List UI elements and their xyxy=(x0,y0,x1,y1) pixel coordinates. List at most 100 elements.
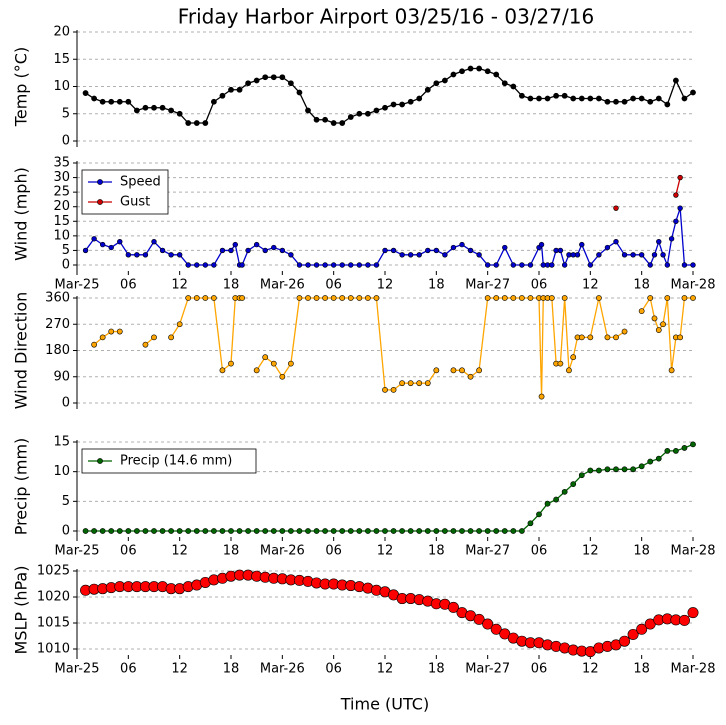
data-point xyxy=(613,98,619,105)
data-point xyxy=(390,386,397,393)
data-point xyxy=(587,467,594,474)
data-point xyxy=(296,89,303,96)
data-point xyxy=(621,328,628,335)
data-point xyxy=(433,247,440,254)
data-point xyxy=(638,308,645,315)
data-point xyxy=(636,623,648,635)
data-point xyxy=(245,247,251,254)
data-point xyxy=(621,466,628,473)
y-axis-label: Precip (mm) xyxy=(12,438,31,536)
y-tick-label: 10 xyxy=(53,228,70,243)
data-point xyxy=(347,114,354,120)
data-point xyxy=(330,120,337,126)
data-point xyxy=(630,95,637,102)
x-tick-label: Mar-25 xyxy=(55,278,100,293)
data-point xyxy=(630,252,636,258)
data-point xyxy=(108,98,115,105)
y-tick-label: 35 xyxy=(53,156,70,171)
data-point xyxy=(518,528,525,534)
data-point xyxy=(655,327,662,333)
x-tick-label: Mar-26 xyxy=(260,662,305,677)
data-point xyxy=(313,528,320,534)
data-point xyxy=(553,92,560,99)
data-point xyxy=(527,520,534,527)
x-tick-label: 18 xyxy=(223,662,240,677)
data-point xyxy=(673,192,679,198)
data-point xyxy=(595,95,602,102)
data-point xyxy=(459,68,465,75)
x-tick-label: 06 xyxy=(531,278,548,293)
chart-title: Friday Harbor Airport 03/25/16 - 03/27/1… xyxy=(178,5,594,29)
data-point xyxy=(681,262,688,268)
y-tick-label: 270 xyxy=(45,317,70,332)
x-tick-label: 06 xyxy=(120,662,137,677)
data-point xyxy=(613,466,619,473)
data-point xyxy=(664,295,671,301)
data-point xyxy=(287,360,294,367)
x-tick-label: 06 xyxy=(325,278,342,293)
data-point xyxy=(459,241,465,248)
data-point xyxy=(399,252,405,258)
data-point xyxy=(364,528,371,534)
y-tick-label: 15 xyxy=(53,214,70,229)
x-tick-label: Mar-26 xyxy=(260,278,305,293)
x-tick-label: 12 xyxy=(582,544,599,559)
data-point xyxy=(390,101,397,108)
data-point xyxy=(91,528,98,534)
data-point xyxy=(270,528,277,534)
data-point xyxy=(467,373,474,380)
data-point xyxy=(459,367,465,374)
data-point xyxy=(228,247,234,254)
x-tick-label: 06 xyxy=(325,662,342,677)
data-point xyxy=(501,80,508,87)
y-tick-label: 180 xyxy=(45,343,70,358)
data-point xyxy=(373,528,380,534)
data-point xyxy=(382,104,388,111)
data-point xyxy=(677,334,684,341)
data-point xyxy=(270,74,277,81)
data-point xyxy=(313,295,320,301)
data-point xyxy=(151,528,157,534)
y-axis-label: MSLP (hPa) xyxy=(12,566,31,655)
data-point xyxy=(159,104,166,111)
data-point xyxy=(570,481,577,488)
data-point xyxy=(561,295,568,301)
data-point xyxy=(557,247,564,254)
data-point xyxy=(424,380,431,387)
data-point xyxy=(305,262,311,268)
y-tick-label: 1010 xyxy=(37,642,70,657)
data-point xyxy=(239,295,246,301)
data-point xyxy=(279,74,286,81)
y-tick-label: 25 xyxy=(53,185,70,200)
data-point xyxy=(613,205,619,211)
data-point xyxy=(425,247,431,254)
data-point xyxy=(202,528,209,534)
data-point xyxy=(501,528,508,534)
data-point xyxy=(210,98,217,105)
data-point xyxy=(287,80,294,87)
data-point xyxy=(561,488,568,495)
x-tick-label: 12 xyxy=(377,544,394,559)
data-point xyxy=(356,295,363,301)
data-point xyxy=(364,295,371,301)
x-tick-label: Mar-27 xyxy=(465,278,510,293)
data-point xyxy=(133,528,140,534)
data-point xyxy=(473,613,485,625)
data-point xyxy=(91,236,97,242)
data-point xyxy=(433,528,440,534)
data-point xyxy=(544,95,551,102)
data-point xyxy=(527,295,534,301)
legend-label: Gust xyxy=(120,195,150,210)
data-point xyxy=(116,98,123,105)
data-point xyxy=(339,262,345,268)
data-point xyxy=(151,238,157,245)
y-tick-label: 360 xyxy=(45,291,70,306)
data-point xyxy=(407,252,414,258)
data-point xyxy=(399,380,406,387)
data-point xyxy=(82,247,89,254)
data-point xyxy=(690,295,696,301)
data-point xyxy=(621,252,628,258)
data-point xyxy=(510,528,517,534)
data-point xyxy=(630,466,637,473)
